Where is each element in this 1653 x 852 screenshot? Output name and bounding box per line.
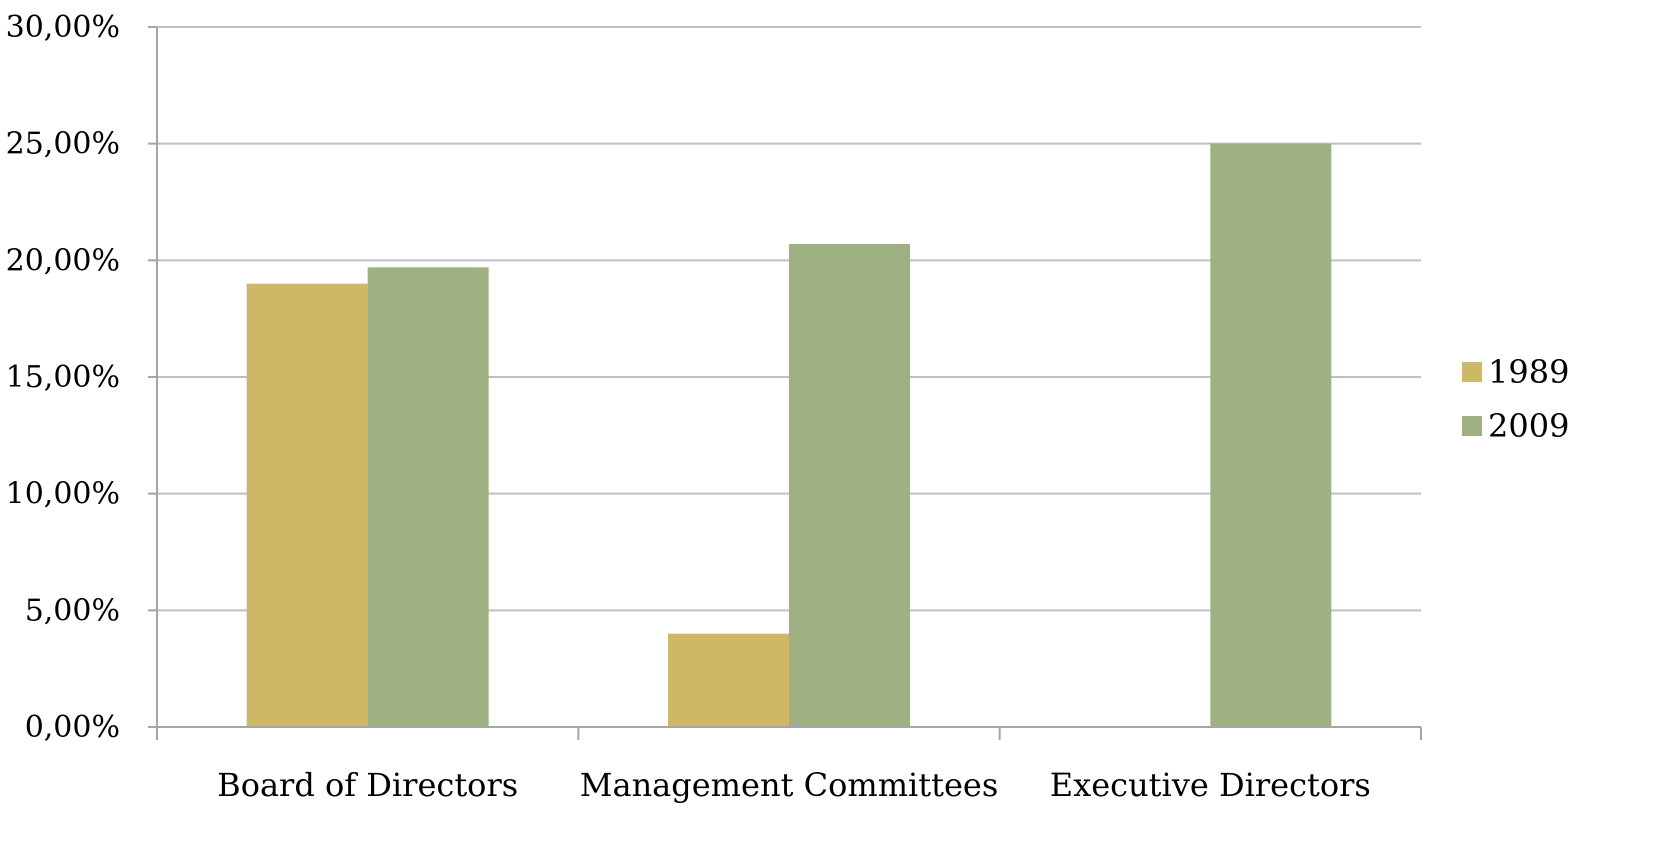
y-tick-label: 15,00%: [6, 360, 120, 395]
bar-1989-1: [668, 633, 789, 727]
bar-1989-0: [246, 283, 368, 727]
bar-2009-0: [367, 267, 489, 727]
y-tick-label: 25,00%: [6, 127, 120, 162]
legend-label: 1989: [1488, 353, 1569, 391]
x-category-label: Executive Directors: [1050, 766, 1371, 804]
y-tick-label: 10,00%: [6, 477, 120, 512]
x-axis-category-labels: Board of Directors Management Committees E…: [217, 766, 1371, 804]
x-category-label: Management Committees: [580, 766, 999, 804]
y-tick-label: 0,00%: [25, 710, 120, 745]
y-tick-label: 5,00%: [25, 593, 120, 628]
legend-swatch: [1462, 416, 1482, 436]
legend-label: 2009: [1488, 407, 1569, 445]
bar-2009-2: [1210, 143, 1332, 727]
y-axis-tick-labels: 0,00% 5,00% 10,00% 15,00% 20,00% 25,00% 30,00%: [6, 10, 120, 745]
legend-swatch: [1462, 362, 1482, 382]
legend: 1989 2009: [1462, 353, 1569, 445]
bar-2009-1: [789, 244, 910, 727]
bars: [246, 143, 1332, 727]
axes: [148, 26, 1422, 740]
y-tick-label: 30,00%: [6, 10, 120, 45]
x-category-label: Board of Directors: [217, 766, 518, 804]
y-tick-label: 20,00%: [6, 243, 120, 278]
